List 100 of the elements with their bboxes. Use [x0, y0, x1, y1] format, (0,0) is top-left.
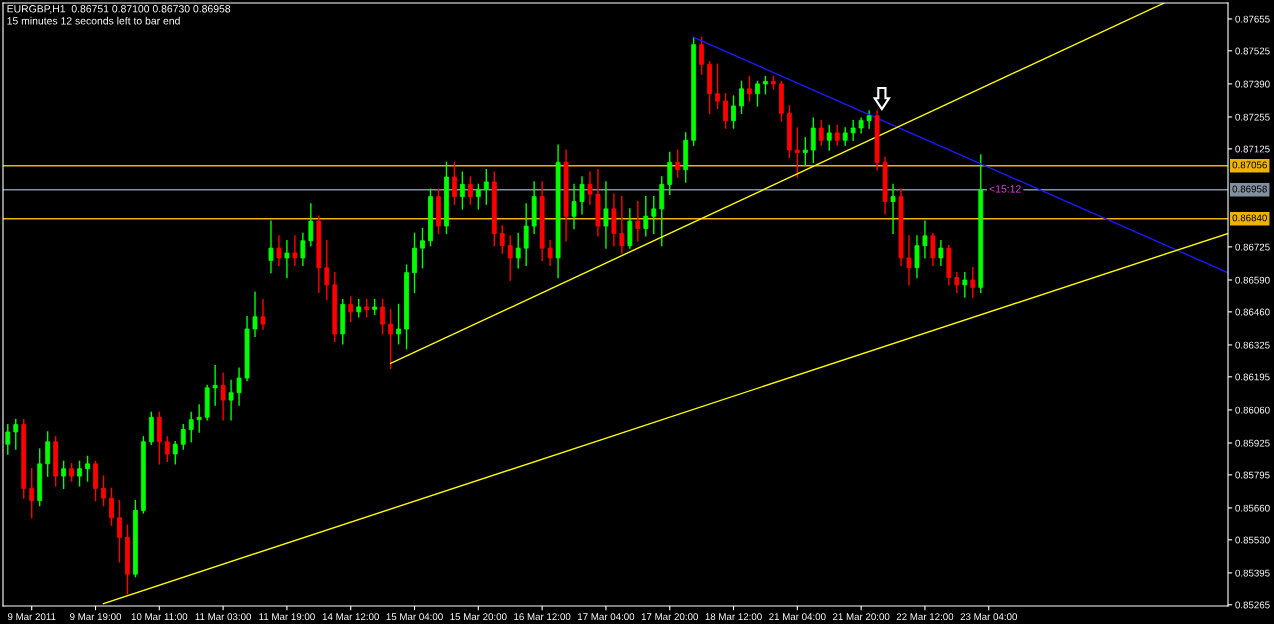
- candlestick: [276, 235, 282, 266]
- x-tick-label: 11 Mar 03:00: [195, 613, 252, 621]
- candlestick: [101, 475, 106, 507]
- y-tick-label: 0.87655: [1235, 15, 1270, 23]
- candlestick: [739, 80, 744, 114]
- candlestick: [810, 117, 816, 164]
- chart-title: EURGBP,H1 0.86751 0.87100 0.86730 0.86958: [7, 5, 231, 14]
- candlestick: [308, 203, 314, 247]
- candlestick: [45, 431, 51, 477]
- x-tick-label: 14 Mar 12:00: [322, 613, 379, 621]
- y-tick-label: 0.87525: [1235, 47, 1270, 55]
- x-tick-label: 21 Mar 04:00: [769, 613, 826, 621]
- x-tick-label: 22 Mar 12:00: [896, 613, 954, 621]
- y-tick-label: 0.86460: [1235, 308, 1270, 316]
- candlestick: [284, 240, 290, 279]
- candlestick: [380, 298, 386, 335]
- x-tick-label: 15 Mar 04:00: [386, 613, 443, 621]
- candlestick: [236, 367, 242, 406]
- candlestick: [747, 75, 752, 102]
- y-tick-label: 0.85530: [1235, 536, 1270, 544]
- candlestick: [826, 124, 832, 151]
- candlestick: [619, 195, 625, 254]
- candlestick: [635, 200, 641, 242]
- candlestick: [834, 124, 840, 146]
- candlestick: [930, 232, 936, 266]
- candlestick: [914, 235, 920, 279]
- candlestick: [938, 240, 944, 266]
- ref-line-label: 0.86958: [1232, 185, 1267, 193]
- candlestick: [348, 296, 354, 323]
- candlestick: [866, 110, 872, 129]
- candlestick: [220, 372, 226, 421]
- x-tick-label: 18 Mar 12:00: [705, 613, 762, 621]
- candlestick: [260, 298, 266, 330]
- candlestick: [459, 171, 465, 210]
- candlestick: [188, 411, 194, 443]
- candlestick: [603, 181, 609, 249]
- candlestick: [794, 127, 800, 178]
- x-tick-label: 9 Mar 19:00: [70, 613, 122, 621]
- x-tick-label: 23 Mar 04:00: [960, 613, 1018, 621]
- x-tick-label: 15 Mar 20:00: [450, 613, 507, 621]
- candlestick: [922, 220, 928, 259]
- candlestick: [61, 460, 67, 490]
- y-tick-label: 0.85795: [1235, 471, 1270, 479]
- candlestick: [252, 291, 258, 338]
- y-tick-label: 0.87390: [1235, 80, 1270, 88]
- y-tick-label: 0.85660: [1235, 504, 1270, 512]
- candlestick: [196, 404, 202, 433]
- candlestick: [651, 195, 657, 235]
- candlestick: [388, 308, 394, 369]
- y-tick-label: 0.86060: [1235, 406, 1270, 414]
- candlestick: [117, 499, 122, 563]
- candlestick: [396, 303, 401, 345]
- candlestick: [507, 235, 513, 281]
- x-tick-label: 17 Mar 04:00: [578, 613, 635, 621]
- y-tick-label: 0.85925: [1235, 439, 1270, 447]
- x-tick-label: 9 Mar 2011: [7, 613, 56, 621]
- candlestick: [906, 235, 912, 286]
- candlestick: [675, 149, 681, 178]
- candlestick: [571, 183, 577, 230]
- candlestick: [420, 227, 425, 269]
- candlestick: [587, 171, 593, 205]
- candlestick: [451, 161, 457, 205]
- x-tick-label: 17 Mar 20:00: [641, 613, 698, 621]
- candlestick: [547, 240, 553, 266]
- candlestick: [802, 137, 808, 166]
- candlestick: [300, 232, 306, 266]
- annotation: <15:12: [989, 185, 1021, 193]
- candlestick: [13, 419, 19, 450]
- candlestick: [890, 183, 896, 235]
- candlestick: [77, 460, 82, 487]
- candlestick: [755, 80, 760, 107]
- y-tick-label: 0.87125: [1235, 145, 1270, 153]
- candlestick: [180, 423, 186, 450]
- candlestick: [723, 93, 728, 129]
- candlestick: [954, 271, 960, 293]
- y-tick-label: 0.85395: [1235, 569, 1270, 577]
- x-tick-label: 11 Mar 19:00: [259, 613, 315, 621]
- candlestick: [515, 232, 521, 269]
- candlestick: [715, 63, 720, 110]
- candlestick: [483, 168, 489, 205]
- candlestick: [164, 436, 170, 463]
- candlestick: [212, 365, 218, 406]
- ref-line-label: 0.87056: [1232, 161, 1267, 169]
- candlestick: [970, 267, 976, 298]
- candlestick: [667, 151, 673, 195]
- candlestick: [324, 240, 330, 301]
- ref-line-label: 0.86840: [1232, 214, 1267, 222]
- candlestick: [818, 119, 824, 146]
- candlestick: [499, 225, 505, 254]
- text: 15 minutes 12 seconds left to bar end: [7, 16, 180, 25]
- y-tick-label: 0.86725: [1235, 243, 1270, 251]
- candlestick: [292, 235, 298, 266]
- candlestick: [228, 379, 234, 421]
- x-tick-label: 21 Mar 20:00: [832, 613, 890, 621]
- x-tick-label: 16 Mar 12:00: [514, 613, 571, 621]
- candlestick: [268, 220, 274, 274]
- candlestick: [467, 176, 473, 205]
- candlestick: [475, 183, 481, 210]
- candlestick: [109, 487, 114, 526]
- candlestick: [643, 195, 649, 237]
